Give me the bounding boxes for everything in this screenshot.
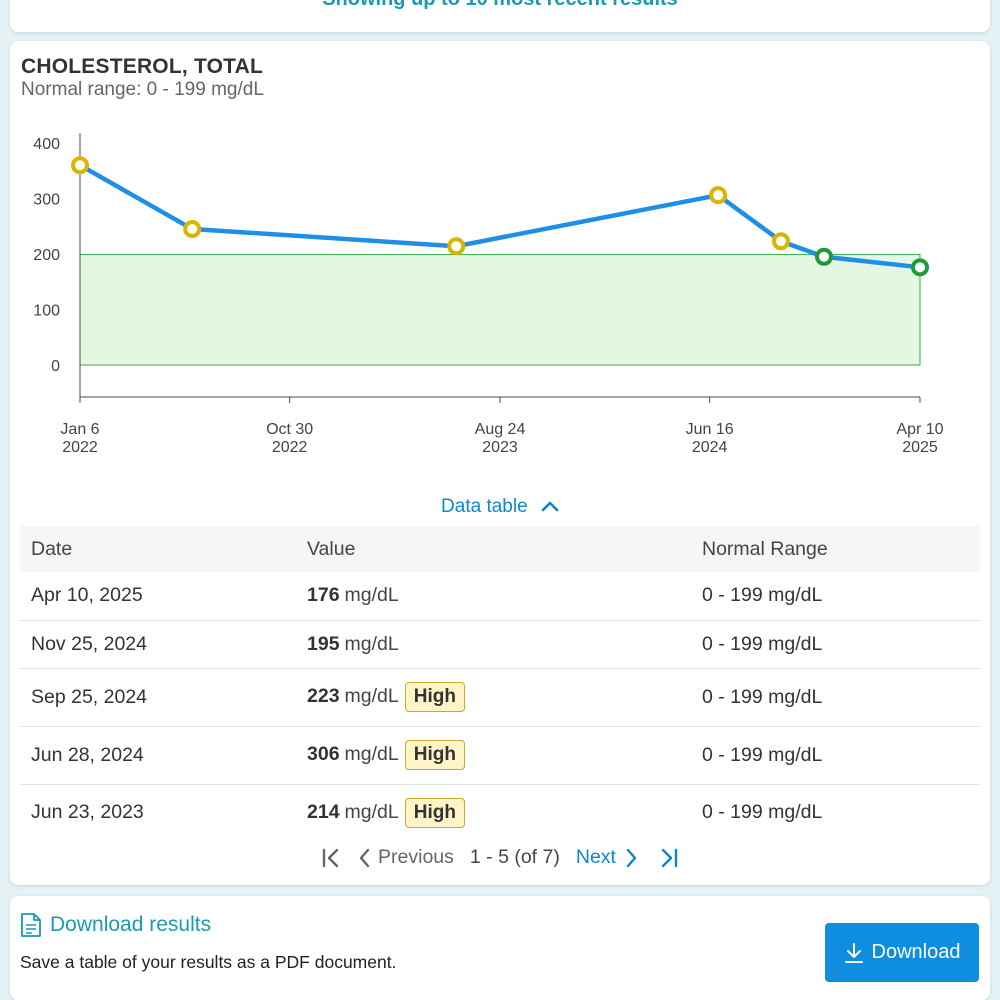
data-point [709, 186, 728, 205]
x-tick-label: 2022 [62, 439, 98, 456]
value-number: 306 [307, 743, 340, 766]
result-card: CHOLESTEROL, TOTAL Normal range: 0 - 199… [10, 41, 990, 885]
y-tick-label: 200 [33, 247, 60, 264]
row-value: 195 mg/dL [296, 620, 691, 669]
series-line [77, 162, 923, 270]
download-description: Save a table of your results as a PDF do… [20, 952, 397, 972]
test-title: CHOLESTEROL, TOTAL [21, 55, 263, 78]
y-tick-label: 400 [33, 136, 60, 153]
data-point [447, 237, 466, 256]
row-range: 0 - 199 mg/dL [702, 801, 823, 824]
y-tick-label: 0 [51, 358, 60, 375]
high-flag-badge: High [404, 797, 465, 828]
previous-label: Previous [378, 846, 454, 868]
row-date: Apr 10, 2025 [20, 572, 296, 621]
download-card: Download results Save a table of your re… [10, 896, 990, 1000]
value-number: 223 [307, 685, 340, 708]
value-number: 195 [307, 632, 340, 655]
recent-results-banner: Showing up to 10 most recent results [10, 0, 990, 32]
y-tick-label: 300 [33, 192, 60, 209]
row-date: Sep 25, 2024 [20, 668, 296, 727]
row-date: Jun 28, 2024 [20, 726, 296, 785]
next-page-button[interactable]: Next [576, 846, 638, 869]
data-table-toggle[interactable]: Data table [10, 496, 990, 518]
value-unit: mg/dL [344, 685, 399, 708]
value-number: 176 [307, 584, 340, 607]
row-range: 0 - 199 mg/dL [691, 668, 980, 727]
table-row: Jun 28, 2024 306 mg/dL High 0 - 199 mg/dL [20, 726, 980, 785]
value-unit: mg/dL [344, 800, 399, 823]
data-point [911, 258, 929, 277]
x-tick-label: Jun 16 [686, 421, 734, 438]
x-tick-label: Oct 30 [266, 421, 313, 438]
value-unit: mg/dL [344, 632, 399, 655]
chevron-up-icon [541, 496, 559, 518]
row-value: 214 mg/dL High [296, 784, 691, 841]
header-date: Date [20, 526, 296, 572]
value-unit: mg/dL [344, 743, 399, 766]
table-row: Nov 25, 2024 195 mg/dL 0 - 199 mg/dL [20, 620, 980, 669]
data-point [183, 220, 202, 239]
x-tick-label: 2025 [902, 439, 938, 456]
x-tick-label: Apr 10 [896, 421, 943, 438]
banner-text: Showing up to 10 most recent results [10, 0, 990, 11]
previous-page-button[interactable]: Previous [358, 846, 454, 869]
table-row: Apr 10, 2025 176 mg/dL 0 - 199 mg/dL [20, 572, 980, 621]
x-tick-label: 2024 [692, 439, 728, 456]
row-value: 306 mg/dL High [296, 726, 691, 785]
table-row: Sep 25, 2024 223 mg/dL High 0 - 199 mg/dL [20, 668, 980, 727]
data-point [71, 156, 89, 175]
x-tick-label: Aug 24 [475, 421, 526, 438]
page-count: 1 - 5 (of 7) [469, 846, 560, 868]
download-title: Download results [50, 913, 212, 936]
row-range: 0 - 199 mg/dL [691, 572, 980, 621]
results-table: Date Value Normal Range Apr 10, 2025 176… [20, 526, 980, 841]
row-value: 223 mg/dL High [296, 668, 691, 727]
last-page-button[interactable] [660, 848, 678, 868]
y-tick-label: 100 [33, 303, 60, 320]
normal-range-band [79, 254, 921, 366]
x-tick-label: Jan 6 [60, 421, 99, 438]
next-label: Next [575, 846, 616, 868]
chevron-right-icon [626, 848, 637, 867]
download-button[interactable]: Download [825, 923, 979, 982]
first-page-icon [322, 848, 339, 867]
download-icon [844, 942, 863, 963]
chevron-left-icon [359, 848, 370, 867]
x-tick-label: 2022 [272, 439, 308, 456]
value-unit: mg/dL [344, 584, 399, 607]
last-page-icon [661, 848, 678, 867]
row-value: 176 mg/dL [296, 572, 691, 621]
row-date: Nov 25, 2024 [20, 620, 296, 669]
header-normal-range: Normal Range [691, 526, 980, 572]
high-flag-badge: High [404, 682, 465, 712]
x-tick-label: 2023 [482, 439, 518, 456]
value-number: 214 [307, 800, 340, 823]
row-date: Jun 23, 2023 [31, 801, 144, 824]
data-table-toggle-label: Data table [441, 496, 528, 518]
download-results-link[interactable]: Download results [20, 912, 211, 938]
table-header-row: Date Value Normal Range [20, 526, 980, 572]
document-icon [21, 913, 41, 937]
row-range: 0 - 199 mg/dL [691, 620, 980, 669]
table-row: Jun 23, 2023 214 mg/dL High 0 - 199 mg/dL [20, 784, 980, 841]
pagination: Previous 1 - 5 (of 7) Next [10, 846, 990, 869]
download-button-label: Download [871, 941, 961, 963]
data-point [771, 232, 790, 251]
row-range: 0 - 199 mg/dL [691, 726, 980, 785]
high-flag-badge: High [404, 740, 465, 770]
first-page-button[interactable] [322, 848, 340, 868]
header-value: Value [296, 526, 691, 572]
data-point [815, 247, 833, 266]
normal-range-text: Normal range: 0 - 199 mg/dL [21, 79, 264, 100]
